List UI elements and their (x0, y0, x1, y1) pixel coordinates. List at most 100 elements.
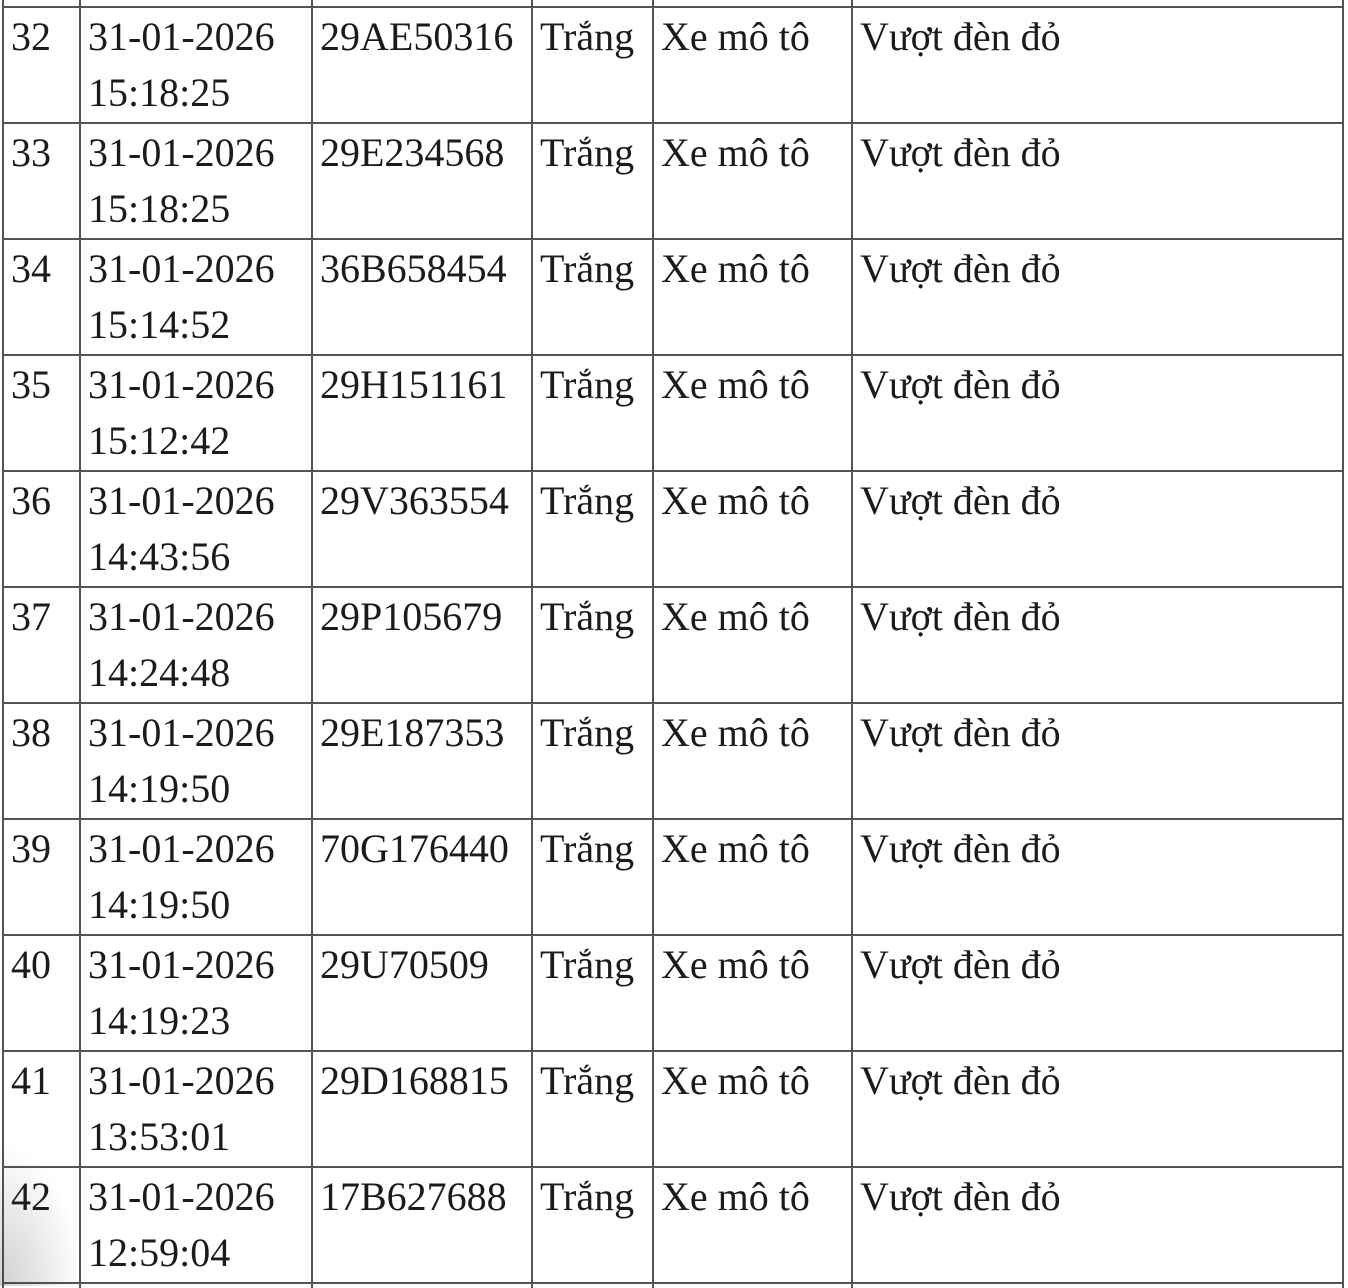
cell-plate: 29AE50316 (311, 6, 533, 124)
license-plate: 36B658454 (320, 246, 507, 291)
cell-datetime: 31-01-2026 15:18:25 (79, 122, 313, 240)
cell-color: Trắng (531, 1050, 654, 1168)
cell-vehicle-type (652, 0, 853, 8)
vehicle-color: Trắng (540, 14, 635, 59)
violation-description: Vượt đèn đỏ (860, 1174, 1061, 1219)
cell-vehicle-type: Xe mô tô (652, 354, 853, 472)
license-plate: 29E234568 (320, 130, 505, 175)
cell-index: 38 (2, 702, 81, 820)
cell-plate: 36B658454 (311, 238, 533, 356)
license-plate: 29U70509 (320, 942, 489, 987)
violation-time: 12:59:04 (88, 1230, 231, 1275)
license-plate: 29E187353 (320, 710, 505, 755)
vehicle-type: Xe mô tô (661, 594, 810, 639)
cell-vehicle-type: Xe mô tô (652, 238, 853, 356)
vehicle-type: Xe mô tô (661, 362, 810, 407)
row-number: 41 (11, 1058, 51, 1103)
license-plate: 29D168815 (320, 1058, 509, 1103)
cell-plate: 29E234568 (311, 122, 533, 240)
vehicle-color: Trắng (540, 826, 635, 871)
vehicle-color: Trắng (540, 594, 635, 639)
vehicle-type: Xe mô tô (661, 246, 810, 291)
cell-color: Trắng (531, 586, 654, 704)
violation-time: 14:19:23 (88, 998, 231, 1043)
violation-time: 14:19:50 (88, 882, 231, 927)
license-plate: 29AE50316 (320, 14, 514, 59)
vehicle-color: Trắng (540, 942, 635, 987)
cell-index (2, 0, 81, 8)
table-row: 41 31-01-2026 13:53:01 29D168815 Trắng X… (2, 1050, 1344, 1168)
cell-vehicle-type (652, 1282, 853, 1288)
cell-violation: Vượt đèn đỏ (851, 934, 1344, 1052)
cell-vehicle-type: Xe mô tô (652, 122, 853, 240)
violation-date: 31-01-2026 (88, 710, 275, 755)
license-plate: 29P105679 (320, 594, 503, 639)
cell-datetime: 31-01-2026 13:53:01 (79, 1050, 313, 1168)
violation-date: 31-01-2026 (88, 942, 275, 987)
cell-index: 39 (2, 818, 81, 936)
cell-vehicle-type: Xe mô tô (652, 586, 853, 704)
vehicle-color: Trắng (540, 1174, 635, 1219)
cell-color: Trắng (531, 934, 654, 1052)
cell-index: 35 (2, 354, 81, 472)
vehicle-color: Trắng (540, 130, 635, 175)
table-row-partial-top (2, 0, 1344, 8)
table-row: 36 31-01-2026 14:43:56 29V363554 Trắng X… (2, 470, 1344, 588)
cell-color: Trắng (531, 1166, 654, 1284)
table-row-partial-bottom (2, 1282, 1344, 1288)
cell-color: Trắng (531, 6, 654, 124)
violation-date: 31-01-2026 (88, 130, 275, 175)
cell-index (2, 1282, 81, 1288)
cell-plate: 29D168815 (311, 1050, 533, 1168)
license-plate: 29V363554 (320, 478, 509, 523)
cell-plate (311, 1282, 533, 1288)
violation-description: Vượt đèn đỏ (860, 594, 1061, 639)
cell-violation (851, 0, 1344, 8)
vehicle-color: Trắng (540, 1058, 635, 1103)
violation-date: 31-01-2026 (88, 246, 275, 291)
cell-violation: Vượt đèn đỏ (851, 1050, 1344, 1168)
cell-color: Trắng (531, 122, 654, 240)
license-plate: 29H151161 (320, 362, 508, 407)
cell-index: 42 (2, 1166, 81, 1284)
table-row: 33 31-01-2026 15:18:25 29E234568 Trắng X… (2, 122, 1344, 240)
cell-color: Trắng (531, 238, 654, 356)
cell-datetime: 31-01-2026 14:19:50 (79, 702, 313, 820)
violation-time: 15:12:42 (88, 418, 231, 463)
table-row: 32 31-01-2026 15:18:25 29AE50316 Trắng X… (2, 6, 1344, 124)
license-plate: 70G176440 (320, 826, 509, 871)
violation-time: 14:24:48 (88, 650, 231, 695)
cell-plate: 29V363554 (311, 470, 533, 588)
cell-vehicle-type: Xe mô tô (652, 1166, 853, 1284)
cell-datetime: 31-01-2026 12:59:04 (79, 1166, 313, 1284)
violation-time: 14:43:56 (88, 534, 231, 579)
violation-description: Vượt đèn đỏ (860, 130, 1061, 175)
table-row: 42 31-01-2026 12:59:04 17B627688 Trắng X… (2, 1166, 1344, 1284)
cell-plate: 29U70509 (311, 934, 533, 1052)
row-number: 32 (11, 14, 51, 59)
cell-violation: Vượt đèn đỏ (851, 6, 1344, 124)
vehicle-type: Xe mô tô (661, 1174, 810, 1219)
vehicle-color: Trắng (540, 478, 635, 523)
cell-plate (311, 0, 533, 8)
vehicle-color: Trắng (540, 246, 635, 291)
row-number: 39 (11, 826, 51, 871)
cell-datetime: 31-01-2026 15:12:42 (79, 354, 313, 472)
vehicle-color: Trắng (540, 710, 635, 755)
vehicle-type: Xe mô tô (661, 710, 810, 755)
cell-vehicle-type: Xe mô tô (652, 6, 853, 124)
table-row: 40 31-01-2026 14:19:23 29U70509 Trắng Xe… (2, 934, 1344, 1052)
violation-description: Vượt đèn đỏ (860, 942, 1061, 987)
cell-color: Trắng (531, 702, 654, 820)
cell-vehicle-type: Xe mô tô (652, 818, 853, 936)
violation-description: Vượt đèn đỏ (860, 826, 1061, 871)
cell-index: 36 (2, 470, 81, 588)
cell-index: 33 (2, 122, 81, 240)
row-number: 38 (11, 710, 51, 755)
table-row: 39 31-01-2026 14:19:50 70G176440 Trắng X… (2, 818, 1344, 936)
cell-color: Trắng (531, 818, 654, 936)
cell-color: Trắng (531, 470, 654, 588)
violation-description: Vượt đèn đỏ (860, 478, 1061, 523)
